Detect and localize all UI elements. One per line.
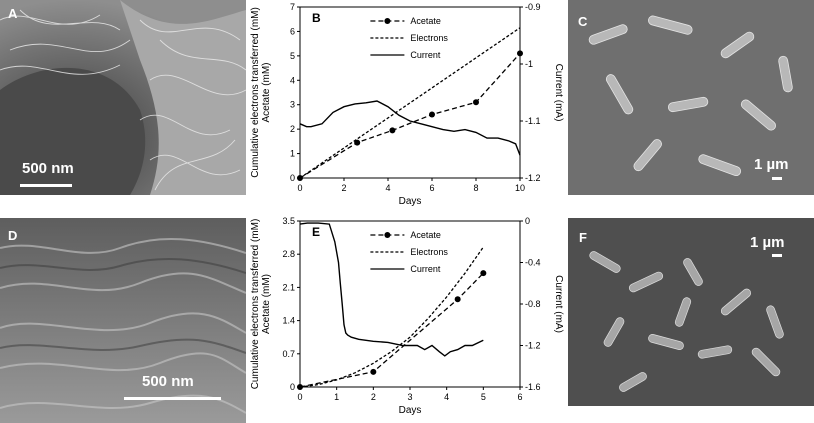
legend-label-electrons: Electrons [410, 247, 448, 257]
y-tick-label: 1.4 [282, 316, 295, 326]
x-tick-label: 2 [371, 392, 376, 402]
data-point-acetate [473, 99, 479, 106]
data-point-acetate [517, 50, 523, 57]
plot-frame [299, 6, 521, 179]
scale-bar-a [20, 184, 72, 187]
legend-label-current: Current [410, 264, 441, 274]
panel-label-c: C [578, 14, 588, 29]
y-axis-label: Cumulative electrons transferred (mM)Ace… [250, 7, 272, 178]
sem-image-c [568, 0, 814, 195]
series-line-electrons [299, 27, 521, 179]
panel-label-d: D [8, 228, 18, 243]
series-line-current [299, 222, 484, 357]
data-point-acetate [480, 270, 487, 277]
y-tick-label: 0 [290, 382, 295, 392]
y2-tick-label: -0.9 [525, 2, 541, 12]
chart-b: 0 2 4 6 8 10 0 1 2 3 4 5 6 7 -0.9 -1 -1.1 -1.2 Days Cumulat… [246, 0, 568, 212]
sem-image-d [0, 218, 246, 423]
x-tick-label: 0 [297, 183, 302, 193]
x-tick-label: 2 [341, 183, 346, 193]
chart-e-svg: 0 1 2 3 4 5 6 0 0.7 1.4 2.1 2.8 3.5 0 -0.4 -0.8 -1.2 -1.6… [250, 216, 564, 416]
series-line-acetate [299, 52, 521, 179]
series-line-acetate [299, 272, 484, 388]
scale-bar-label-c: 1 µm [754, 156, 789, 173]
x-tick-label: 8 [473, 183, 478, 193]
y-tick-label: 1 [290, 149, 295, 159]
y2-axis-label: Current (mA) [553, 64, 564, 122]
y2-tick-label: -1 [525, 59, 533, 69]
y2-tick-label: -0.8 [525, 299, 541, 309]
x-axis-label: Days [399, 405, 422, 416]
x-tick-label: 10 [515, 183, 525, 193]
sem-image-f [568, 218, 814, 406]
y-tick-label: 2 [290, 124, 295, 134]
electrode-surface-image [0, 218, 246, 423]
x-tick-label: 6 [517, 392, 522, 402]
scale-bar-label-d: 500 nm [142, 373, 194, 390]
panel-label-f: F [579, 230, 587, 245]
y-tick-label: 0 [290, 173, 295, 183]
data-point-acetate [354, 139, 361, 146]
panel-label-a: A [8, 6, 18, 21]
y2-tick-label: -1.2 [525, 341, 541, 351]
panel-label: E [312, 225, 320, 239]
x-tick-label: 1 [334, 392, 339, 402]
panel-label: B [312, 11, 321, 25]
y2-tick-label: -1.6 [525, 382, 541, 392]
scale-bar-label-f: 1 µm [750, 234, 785, 251]
chart-e: 0 1 2 3 4 5 6 0 0.7 1.4 2.1 2.8 3.5 0 -0.4 -0.8 -1.2 -1.6… [246, 212, 568, 423]
series-line-current [299, 100, 521, 156]
y-tick-label: 4 [290, 75, 295, 85]
x-tick-label: 3 [407, 392, 412, 402]
legend-marker [384, 232, 391, 238]
y-tick-label: 0.7 [282, 349, 295, 359]
y-tick-label: 2.1 [282, 282, 295, 292]
y2-axis-label: Current (mA) [553, 275, 564, 333]
y-tick-label: 2.8 [282, 249, 295, 259]
bacteria-image-c [568, 0, 814, 195]
scale-bar-f [772, 254, 782, 257]
data-point-acetate [370, 368, 377, 375]
x-tick-label: 0 [297, 392, 302, 402]
y-tick-label: 6 [290, 26, 295, 36]
y2-tick-label: -0.4 [525, 258, 541, 268]
chart-b-svg: 0 2 4 6 8 10 0 1 2 3 4 5 6 7 -0.9 -1 -1.1 -1.2 Days Cumulat… [250, 2, 564, 207]
scale-bar-label-a: 500 nm [22, 160, 74, 177]
y2-tick-label: -1.2 [525, 173, 541, 183]
y-tick-label: 5 [290, 51, 295, 61]
y-axis-label: Cumulative electrons transferred (mM)Ace… [250, 219, 272, 390]
data-point-acetate [454, 296, 461, 303]
series-line-electrons [299, 246, 484, 388]
legend-label-current: Current [410, 50, 441, 60]
x-tick-label: 6 [429, 183, 434, 193]
legend-label-acetate: Acetate [410, 16, 441, 26]
y2-tick-label: 0 [525, 216, 530, 226]
data-point-acetate [389, 127, 396, 134]
y-tick-label: 3 [290, 100, 295, 110]
y-tick-label: 7 [290, 2, 295, 12]
legend-marker [384, 18, 391, 24]
legend-label-electrons: Electrons [410, 33, 448, 43]
y-tick-label: 3.5 [282, 216, 295, 226]
nanowire-network-image [0, 0, 246, 195]
data-point-acetate [429, 111, 435, 118]
scale-bar-c [772, 177, 782, 180]
y2-tick-label: -1.1 [525, 116, 541, 126]
x-axis-label: Days [399, 196, 422, 207]
x-tick-label: 4 [385, 183, 390, 193]
legend-label-acetate: Acetate [410, 230, 441, 240]
plot-frame [299, 220, 521, 388]
scale-bar-d [124, 397, 221, 400]
x-tick-label: 4 [444, 392, 449, 402]
sem-image-a [0, 0, 246, 195]
x-tick-label: 5 [481, 392, 486, 402]
bacteria-image-f [568, 218, 814, 406]
